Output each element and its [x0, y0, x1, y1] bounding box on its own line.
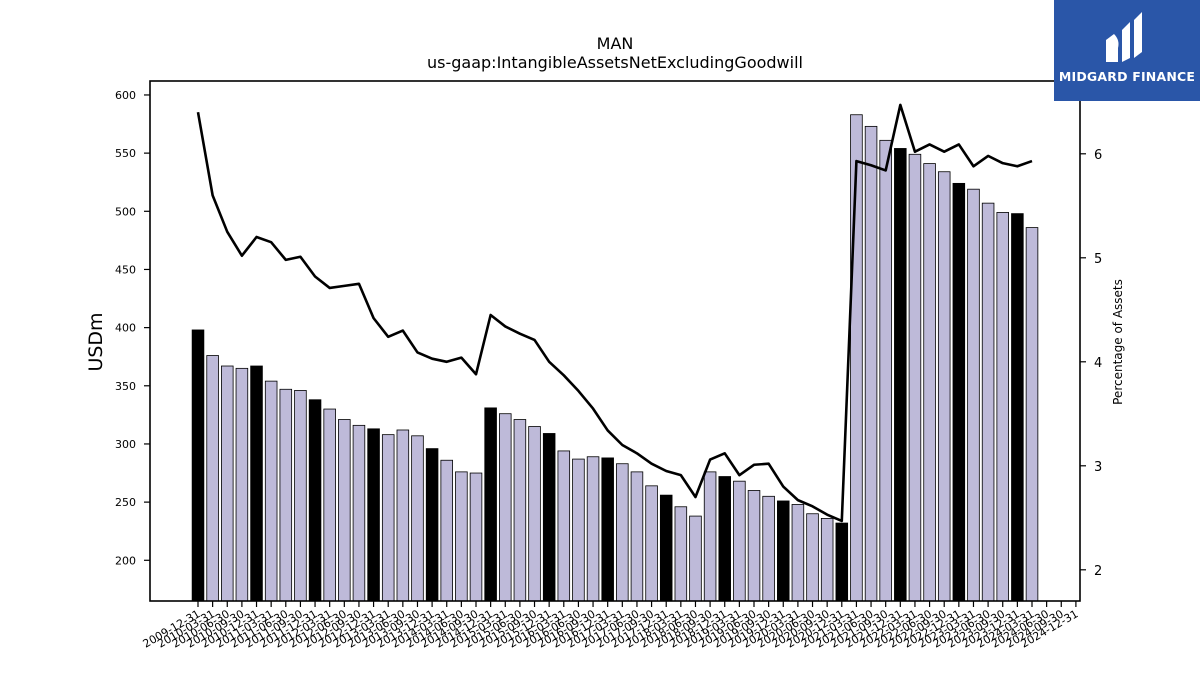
bar-2020-12-31 [835, 522, 849, 602]
bar-2019-03-31 [733, 480, 746, 602]
brand-name: MIDGARD FINANCE [1058, 69, 1196, 84]
bar-2010-03-31 [206, 355, 219, 602]
bar-2016-03-31 [557, 450, 571, 602]
bar-2011-09-30 [294, 390, 307, 602]
bar-2023-06-30 [981, 202, 995, 602]
bar-2010-06-30 [221, 365, 234, 602]
bar-2010-09-30 [235, 367, 249, 602]
bars [191, 114, 1039, 602]
bar-2018-06-30 [689, 515, 702, 602]
chart-title: MAN [597, 34, 634, 53]
bar-2019-12-31 [777, 500, 790, 602]
bar-2020-09-30 [820, 518, 834, 602]
brand-mark-icon [1106, 12, 1142, 62]
bar-2011-12-31 [308, 399, 322, 602]
bar-2012-03-31 [323, 408, 336, 602]
bar-2014-09-30 [469, 472, 483, 602]
bar-2022-06-30 [923, 163, 936, 602]
bar-2017-06-30 [630, 471, 644, 602]
brand-logo: MIDGARD FINANCE [1054, 0, 1200, 101]
bar-2024-03-31 [1025, 227, 1039, 602]
y2-tick-label: 2 [1094, 564, 1102, 579]
bar-2012-12-31 [367, 428, 380, 602]
bar-2021-12-31 [894, 148, 907, 602]
bar-2015-09-30 [528, 426, 541, 602]
bar-2013-03-31 [381, 434, 395, 602]
y2-tick-label: 3 [1094, 460, 1102, 475]
bar-2015-06-30 [513, 419, 527, 602]
bar-2022-09-30 [937, 171, 951, 602]
bar-2014-12-31 [484, 407, 497, 602]
bar-2019-06-30 [747, 490, 761, 602]
bar-2013-12-31 [425, 448, 439, 602]
y-tick-label: 400 [115, 322, 136, 335]
bar-2009-12-31 [191, 329, 205, 602]
bar-2017-03-31 [616, 463, 629, 602]
bar-2018-09-30 [703, 471, 717, 602]
axes: 200250300350400450500550600234562009-12-… [115, 80, 1102, 651]
y-tick-label: 200 [115, 554, 136, 567]
bar-2014-06-30 [455, 471, 468, 602]
y-tick-label: 250 [115, 496, 136, 509]
y-tick-label: 600 [115, 89, 136, 102]
chart-subtitle: us-gaap:IntangibleAssetsNetExcludingGood… [427, 53, 803, 72]
bar-2020-06-30 [806, 513, 819, 602]
y-tick-label: 350 [115, 380, 136, 393]
y-tick-label: 550 [115, 147, 136, 160]
bar-2016-09-30 [586, 456, 600, 602]
bar-2011-06-30 [279, 388, 293, 602]
y2-tick-label: 5 [1094, 252, 1102, 267]
bar-2022-03-31 [908, 153, 922, 602]
y-tick-label: 450 [115, 263, 136, 276]
y2-tick-label: 4 [1094, 356, 1102, 371]
line-series [196, 103, 1033, 523]
y-tick-label: 500 [115, 205, 136, 218]
bar-2019-09-30 [762, 495, 775, 602]
bar-2023-09-30 [996, 212, 1009, 602]
percentage-line [196, 103, 1033, 523]
bar-2022-12-31 [952, 182, 966, 602]
y2-tick-label: 6 [1094, 148, 1102, 163]
bar-2012-06-30 [338, 419, 351, 602]
bar-2017-09-30 [645, 485, 658, 602]
bar-2015-12-31 [542, 433, 556, 602]
y-tick-label: 300 [115, 438, 136, 451]
bar-2010-12-31 [250, 365, 263, 602]
plot-frame [149, 80, 1081, 602]
bar-2013-09-30 [411, 435, 424, 602]
bar-2017-12-31 [659, 494, 673, 602]
bar-2012-09-30 [352, 424, 366, 602]
bar-2015-03-31 [499, 413, 512, 602]
bar-2021-09-30 [879, 139, 892, 602]
bar-2016-12-31 [601, 457, 614, 602]
y-axis-label: USDm [85, 312, 107, 371]
bar-2014-03-31 [440, 459, 453, 602]
bar-2018-12-31 [718, 476, 731, 602]
bar-2016-06-30 [572, 458, 585, 602]
bar-2013-06-30 [396, 429, 410, 602]
bar-2020-03-31 [791, 504, 805, 602]
bar-2023-12-31 [1011, 213, 1024, 602]
bar-2011-03-31 [264, 380, 278, 602]
bar-2023-03-31 [967, 188, 980, 602]
bar-2018-03-31 [674, 506, 688, 602]
bar-2021-06-30 [864, 125, 878, 602]
y2-axis-label: Percentage of Assets [1111, 279, 1125, 405]
